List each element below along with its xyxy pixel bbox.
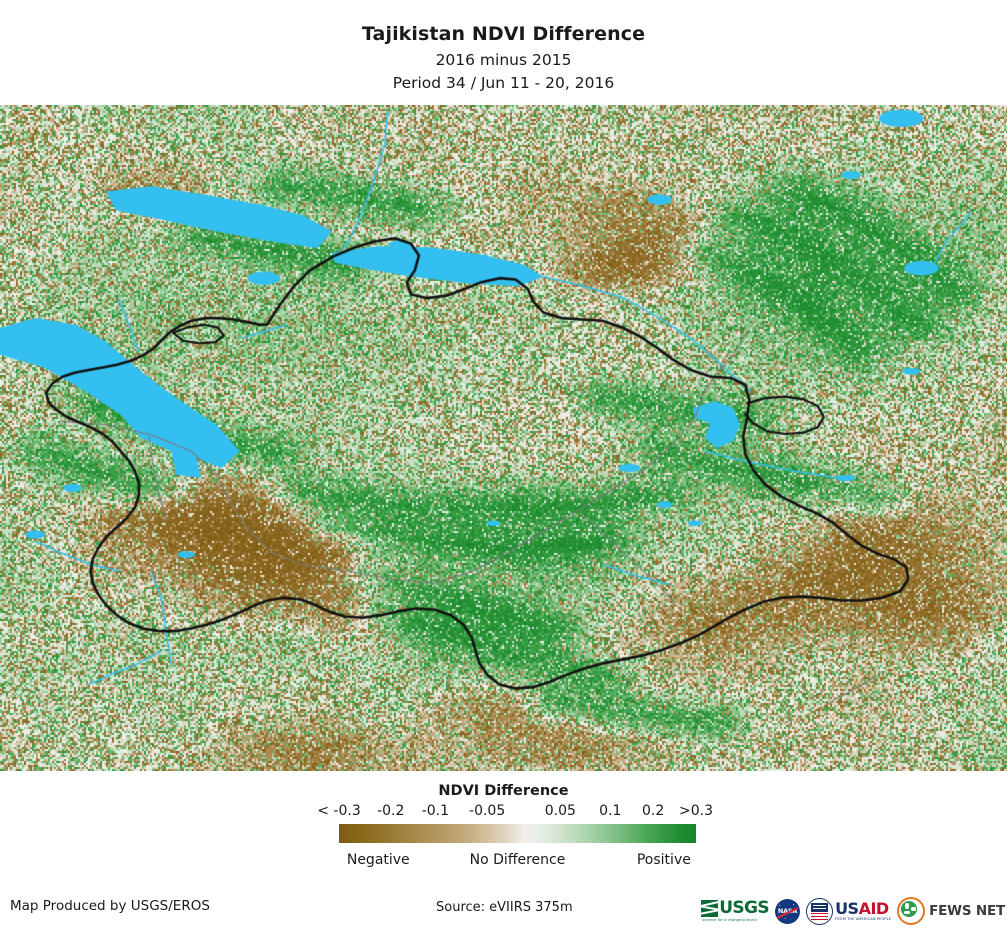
usgs-tagline: science for a changing world	[702, 917, 757, 922]
usaid-seal-icon	[806, 897, 834, 925]
legend: NDVI Difference < -0.3 -0.2 -0.1 -0.05 0.05 0…	[0, 782, 1007, 868]
legend-category-0: Negative	[346, 852, 410, 868]
page-title: Tajikistan NDVI Difference	[361, 23, 646, 45]
legend-tick-4: 0.05	[544, 803, 576, 819]
usgs-wordmark: USGS	[719, 898, 770, 919]
usaid-tagline: FROM THE AMERICAN PEOPLE	[835, 917, 892, 922]
legend-category-1: No Difference	[469, 852, 566, 868]
usaid-wordmark-us: US	[835, 898, 859, 918]
data-source-label: Source: eVIIRS 375m	[436, 900, 573, 915]
legend-color-bar	[339, 824, 696, 843]
legend-tick-labels: < -0.3 -0.2 -0.1 -0.05 0.05 0.1 0.2 >0.3	[0, 803, 1007, 822]
fews-net-logo[interactable]: FEWS NET	[897, 897, 1005, 925]
legend-tick-7: >0.3	[679, 803, 713, 819]
legend-tick-6: 0.2	[642, 803, 665, 819]
usgs-wave-mark-icon	[701, 900, 719, 918]
legend-tick-0: < -0.3	[317, 803, 361, 819]
usaid-wordmark-aid: AID	[858, 898, 890, 918]
footer: Map Produced by USGS/EROS Source: eVIIRS…	[0, 895, 1007, 931]
legend-category-labels: Negative No Difference Positive	[0, 852, 1007, 872]
legend-tick-1: -0.2	[377, 803, 405, 819]
usgs-logo[interactable]: USGS science for a changing world	[701, 898, 770, 922]
logo-strip: USGS science for a changing world NASA U…	[701, 891, 1005, 931]
map-container[interactable]	[0, 105, 1007, 771]
legend-title: NDVI Difference	[438, 783, 569, 799]
nasa-logo[interactable]: NASA	[775, 898, 801, 924]
nasa-star-icon	[779, 904, 781, 906]
nasa-star-icon	[785, 917, 787, 919]
fews-net-wordmark: FEWS NET	[929, 903, 1005, 919]
legend-tick-3: -0.05	[469, 803, 506, 819]
nasa-star-icon	[793, 903, 795, 905]
title-block: Tajikistan NDVI Difference 2016 minus 20…	[0, 0, 1007, 94]
subtitle-period: Period 34 / Jun 11 - 20, 2016	[392, 74, 615, 92]
subtitle-comparison: 2016 minus 2015	[435, 51, 572, 69]
producer-credit: Map Produced by USGS/EROS	[10, 898, 210, 914]
legend-tick-5: 0.1	[599, 803, 622, 819]
legend-category-2: Positive	[636, 852, 691, 868]
usaid-logo[interactable]: US AID FROM THE AMERICAN PEOPLE	[806, 897, 892, 925]
ndvi-difference-raster[interactable]	[0, 105, 1007, 771]
legend-tick-2: -0.1	[421, 803, 450, 819]
fews-globe-icon	[897, 897, 926, 925]
